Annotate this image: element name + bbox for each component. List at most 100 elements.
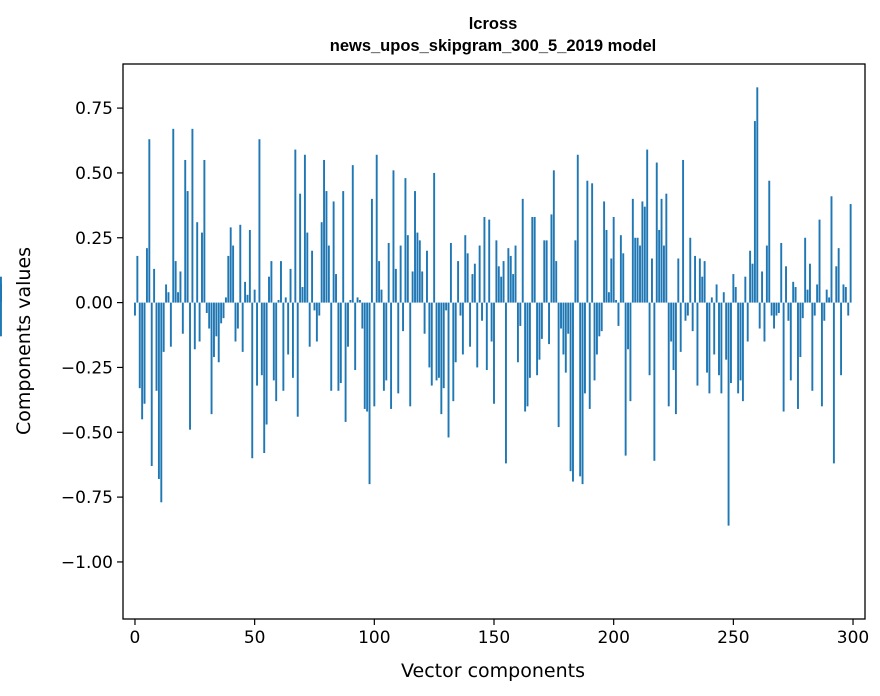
bar-70: [301, 287, 304, 303]
bar-1: [136, 255, 139, 303]
bar-12: [162, 302, 165, 352]
bar-116: [411, 271, 414, 303]
bar-60: [277, 300, 280, 303]
bar-34: [215, 302, 218, 337]
bar-267: [773, 302, 775, 329]
bar-255: [744, 276, 747, 303]
bar-136: [459, 302, 462, 316]
bar-90: [349, 300, 352, 303]
bar-299: [849, 204, 852, 303]
bar-245: [720, 302, 723, 394]
bar-3: [141, 302, 144, 420]
bar-99: [370, 198, 373, 303]
bar-233: [691, 302, 694, 332]
bar-295: [840, 302, 843, 376]
bar-28: [201, 232, 203, 303]
bar-213: [643, 206, 646, 303]
bar-161: [519, 302, 522, 326]
bar-42: [234, 302, 237, 342]
bar-106: [387, 242, 390, 303]
bar-163: [524, 302, 527, 412]
bar-206: [627, 302, 629, 350]
bar-50: [253, 289, 256, 303]
x-tick-label: 0: [130, 628, 141, 648]
bar-226: [674, 302, 677, 415]
bar-113: [404, 178, 407, 303]
bar-45: [241, 302, 244, 352]
bar-80: [325, 191, 328, 303]
bar-135: [457, 261, 460, 303]
bar-203: [619, 235, 622, 303]
bar-46: [244, 281, 247, 303]
bar-16: [172, 128, 175, 303]
bar-235: [696, 302, 699, 386]
bar-279: [801, 302, 804, 319]
bar-274: [789, 302, 792, 381]
bar-289: [825, 289, 828, 303]
y-axis-ticks: 0.75 0.50 0.25 0.00 −0.25 −0.50 −0.75 −1.00: [61, 99, 123, 573]
bar-177: [557, 302, 560, 428]
bar-10: [157, 302, 160, 479]
bar-23: [189, 302, 191, 430]
bar-210: [636, 237, 639, 303]
bar-168: [536, 302, 539, 376]
bar-193: [595, 302, 598, 355]
bar-261: [758, 302, 761, 329]
bar-0: [134, 302, 136, 316]
bar-248: [727, 302, 730, 526]
bar-240: [708, 302, 711, 394]
bar-89: [347, 302, 349, 347]
bar-262: [761, 271, 764, 303]
bar-227: [677, 258, 680, 303]
bar-194: [598, 302, 601, 337]
bar-280: [804, 237, 807, 303]
bar-134: [454, 302, 457, 363]
bar-100: [373, 302, 376, 407]
bar-183: [572, 302, 574, 482]
bar-14: [167, 292, 170, 303]
bar-256: [746, 302, 749, 342]
bar-200: [612, 217, 615, 303]
x-tick-label: 250: [717, 628, 749, 648]
bar-83: [332, 201, 335, 303]
y-tick-label: 0.50: [75, 164, 113, 184]
bar-224: [670, 302, 673, 342]
bar-125: [433, 172, 436, 303]
bar-188: [584, 302, 586, 394]
bar-13: [165, 284, 168, 303]
bar-221: [662, 245, 665, 303]
bar-130: [445, 302, 448, 311]
bar-282: [808, 263, 811, 303]
y-tick-label: 0.25: [75, 229, 113, 249]
bar-103: [380, 289, 383, 303]
bar-142: [473, 263, 476, 303]
bar-287: [820, 302, 823, 407]
bar-253: [739, 302, 742, 381]
bar-175: [552, 170, 555, 303]
bar-20: [181, 302, 184, 334]
bar-8: [153, 268, 156, 303]
bar-215: [648, 302, 651, 376]
bar-164: [526, 302, 529, 407]
bar-185: [576, 154, 579, 303]
bar-72: [306, 232, 309, 303]
bar-212: [641, 201, 644, 303]
bar-157: [509, 255, 512, 303]
bar-119: [418, 240, 421, 303]
bar-77: [318, 302, 321, 316]
bar-35: [217, 302, 220, 363]
bar-196: [603, 201, 606, 303]
bar-112: [402, 302, 404, 332]
bar-214: [646, 149, 649, 303]
bar-199: [610, 258, 613, 303]
bar-61: [280, 261, 282, 303]
y-tick-label: 0.75: [75, 99, 113, 119]
bar-293: [835, 266, 838, 303]
bar-243: [715, 284, 718, 303]
bar-18: [177, 292, 179, 303]
bar-202: [617, 302, 620, 326]
bar-275: [792, 281, 795, 303]
chart-title: lcross: [469, 15, 518, 33]
bar-54: [263, 302, 266, 454]
bar-249: [730, 302, 732, 383]
